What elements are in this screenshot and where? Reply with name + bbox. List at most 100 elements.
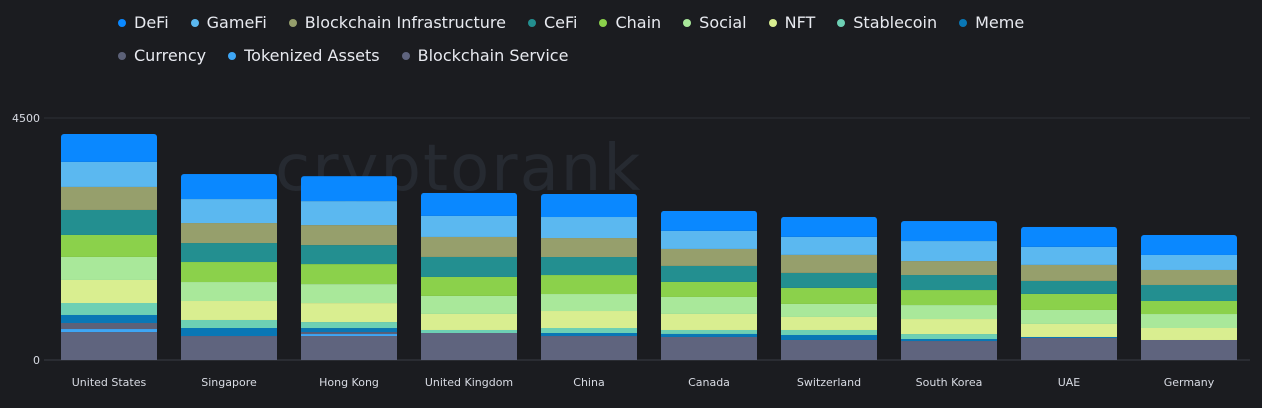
bar-segment[interactable]: DeFi: 428	[541, 193, 637, 218]
legend-item[interactable]: Chain	[599, 12, 661, 34]
bar-segment[interactable]: Blockchain Service: 428	[661, 336, 757, 360]
bar-segment[interactable]: Meme: 93	[781, 334, 877, 340]
bar-segment[interactable]: Blockchain Service: 520	[61, 332, 157, 360]
bar-segment[interactable]: Meme: 149	[181, 328, 277, 337]
bar-segment[interactable]: GameFi: 465	[61, 161, 157, 187]
bar-segment[interactable]: Chain: 242	[1141, 301, 1237, 315]
bar-segment[interactable]: Blockchain Infrastructure: 428	[61, 186, 157, 210]
bar-segment[interactable]: DeFi: 372	[661, 210, 757, 231]
bar-segment[interactable]: CeFi: 353	[301, 245, 397, 265]
bar-segment[interactable]: CeFi: 279	[781, 272, 877, 288]
bar-segment[interactable]: GameFi: 391	[421, 215, 517, 237]
bar-segment[interactable]: Social: 316	[541, 294, 637, 312]
bar-segment[interactable]: CeFi: 465	[61, 209, 157, 235]
bar-segment[interactable]: Chain: 372	[301, 264, 397, 285]
bar-segment[interactable]: Blockchain Service: 409	[1021, 338, 1117, 360]
bar-segment[interactable]: NFT: 298	[661, 313, 757, 330]
bar-segment[interactable]: CeFi: 335	[541, 257, 637, 276]
legend-item[interactable]: Meme	[959, 12, 1024, 34]
bar-segment[interactable]: NFT: 316	[541, 311, 637, 329]
bar-segment[interactable]: Chain: 409	[61, 234, 157, 257]
bar-segment[interactable]: GameFi: 335	[661, 230, 757, 249]
bar-segment[interactable]: DeFi: 372	[1021, 226, 1117, 247]
bar-segment[interactable]: NFT: 353	[181, 301, 277, 320]
bar-segment[interactable]: Currency: 112	[61, 323, 157, 330]
bar-segment[interactable]: Blockchain Service: 502	[421, 333, 517, 360]
legend-item[interactable]: Stablecoin	[837, 12, 937, 34]
bar-segment[interactable]: Stablecoin: 149	[181, 319, 277, 329]
bar-segment[interactable]: GameFi: 335	[781, 236, 877, 255]
bar-segment[interactable]: Blockchain Service: 372	[1141, 339, 1237, 360]
bar-segment[interactable]: NFT: 353	[301, 303, 397, 323]
bar-segment[interactable]: Social: 428	[61, 256, 157, 280]
bar-segment[interactable]: Chain: 279	[901, 290, 997, 306]
legend-item[interactable]: Blockchain Infrastructure	[288, 12, 506, 34]
legend-item[interactable]: Blockchain Service	[401, 45, 568, 67]
legend-item[interactable]: Currency	[118, 45, 206, 67]
bar-segment[interactable]: DeFi: 372	[781, 216, 877, 237]
bar-segment[interactable]: Chain: 353	[541, 275, 637, 295]
bar-segment[interactable]: Chain: 372	[181, 262, 277, 283]
bar-segment[interactable]: Stablecoin: 223	[61, 302, 157, 315]
bar-segment[interactable]: CeFi: 279	[901, 275, 997, 291]
bar-segment[interactable]: NFT: 428	[61, 279, 157, 303]
bar-segment[interactable]: Stablecoin: 56	[421, 329, 517, 334]
bar-segment[interactable]: Blockchain Infrastructure: 279	[1141, 269, 1237, 285]
bar-segment[interactable]: Social: 353	[181, 282, 277, 302]
bar-segment[interactable]: Blockchain Service: 372	[781, 339, 877, 360]
bar-segment[interactable]: GameFi: 279	[1141, 254, 1237, 270]
bar-segment[interactable]: GameFi: 391	[541, 217, 637, 239]
bar-segment[interactable]: Blockchain Infrastructure: 372	[421, 236, 517, 257]
bar-segment[interactable]: DeFi: 428	[421, 192, 517, 216]
bar-segment[interactable]: NFT: 242	[781, 316, 877, 330]
legend-item[interactable]: GameFi	[190, 12, 267, 34]
bar-segment[interactable]: Stablecoin: 112	[301, 322, 397, 329]
bar-segment[interactable]: GameFi: 446	[301, 201, 397, 226]
bar-segment[interactable]: Blockchain Service: 446	[181, 336, 277, 360]
legend-item[interactable]: NFT	[768, 12, 815, 34]
bar-segment[interactable]: NFT: 279	[901, 319, 997, 335]
bar-segment[interactable]: DeFi: 520	[61, 133, 157, 162]
bar-segment[interactable]: Chain: 298	[781, 287, 877, 304]
bar-segment[interactable]: Meme: 74	[301, 328, 397, 333]
bar-segment[interactable]: Social: 353	[301, 284, 397, 304]
bar-segment[interactable]: CeFi: 353	[181, 243, 277, 263]
bar-segment[interactable]: CeFi: 372	[421, 256, 517, 277]
bar-segment[interactable]: DeFi: 372	[901, 221, 997, 242]
bar-segment[interactable]: Social: 335	[421, 295, 517, 314]
bar-segment[interactable]: Social: 242	[781, 303, 877, 317]
bar-segment[interactable]: Blockchain Infrastructure: 298	[1021, 264, 1117, 281]
legend-item[interactable]: Social	[683, 12, 747, 34]
bar-segment[interactable]: Blockchain Infrastructure: 335	[781, 254, 877, 273]
bar-segment[interactable]: Blockchain Infrastructure: 372	[181, 223, 277, 244]
bar-segment[interactable]: Blockchain Service: 446	[301, 336, 397, 360]
bar-segment[interactable]: Meme: 19	[1021, 336, 1117, 339]
bar-segment[interactable]: Currency: 37	[301, 332, 397, 335]
bar-segment[interactable]: Stablecoin: 93	[901, 334, 997, 340]
legend-item[interactable]: Tokenized Assets	[228, 45, 380, 67]
bar-segment[interactable]: CeFi: 298	[1141, 284, 1237, 302]
bar-segment[interactable]: GameFi: 372	[901, 241, 997, 262]
bar-segment[interactable]: Chain: 279	[661, 281, 757, 297]
bar-segment[interactable]: Social: 316	[661, 296, 757, 314]
bar-segment[interactable]: Stablecoin: 74	[661, 329, 757, 334]
bar-segment[interactable]: DeFi: 465	[301, 176, 397, 202]
bar-segment[interactable]: Blockchain Infrastructure: 372	[301, 225, 397, 246]
bar-segment[interactable]: Meme: 56	[661, 333, 757, 337]
bar-segment[interactable]: Tokenized Assets: 37	[301, 334, 397, 337]
bar-segment[interactable]: Stablecoin: 93	[781, 329, 877, 335]
bar-segment[interactable]: Chain: 298	[1021, 293, 1117, 310]
bar-segment[interactable]: NFT: 242	[1021, 323, 1117, 337]
bar-segment[interactable]: Meme: 37	[901, 339, 997, 342]
bar-segment[interactable]: Blockchain Infrastructure: 316	[661, 248, 757, 266]
bar-segment[interactable]: NFT: 223	[1141, 328, 1237, 340]
bar-segment[interactable]: NFT: 298	[421, 313, 517, 330]
bar-segment[interactable]: Blockchain Infrastructure: 353	[541, 238, 637, 258]
bar-segment[interactable]: GameFi: 446	[181, 199, 277, 224]
legend-item[interactable]: CeFi	[527, 12, 577, 34]
bar-segment[interactable]: Blockchain Service: 446	[541, 336, 637, 360]
bar-segment[interactable]: CeFi: 242	[1021, 280, 1117, 294]
bar-segment[interactable]: Chain: 353	[421, 276, 517, 296]
legend-item[interactable]: DeFi	[118, 12, 169, 34]
bar-segment[interactable]: Social: 260	[1141, 314, 1237, 329]
